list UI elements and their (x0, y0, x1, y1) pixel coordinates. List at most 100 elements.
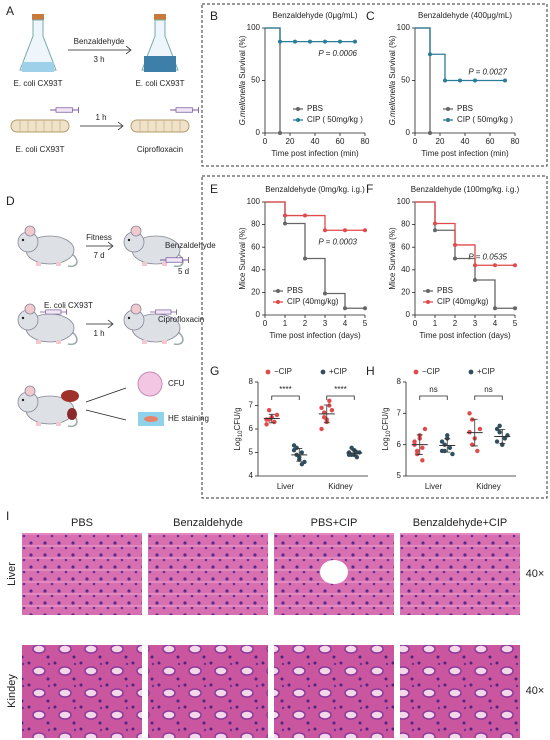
y-tick-label: 60 (401, 242, 410, 251)
panel-letter: F (366, 182, 373, 196)
y-tick-label: 5 (249, 448, 254, 457)
data-point (494, 439, 500, 444)
survival-point (473, 263, 477, 268)
data-point (272, 419, 277, 425)
data-point (266, 408, 272, 413)
x-tick-label: 40 (461, 137, 470, 146)
legend-swatch (265, 369, 271, 375)
panel-letter: C (366, 9, 375, 23)
legend-label: PBS (307, 104, 323, 113)
survival-point (283, 221, 287, 226)
data-point (319, 426, 324, 432)
y-tick-label: 100 (397, 23, 411, 32)
survival-point (513, 306, 517, 311)
p-value: P = 0.0006 (318, 49, 357, 58)
y-tick-label: 8 (249, 377, 254, 386)
survival-line (415, 27, 431, 133)
magnification: 40× (526, 568, 545, 580)
chart-title: Benzaldehyde (0μg/mL) (272, 11, 357, 20)
x-tick-label: 2 (303, 319, 308, 328)
histology-images (22, 533, 520, 738)
survival-point (323, 228, 327, 233)
legend-label: CIP ( 50mg/kg ) (457, 115, 513, 124)
survival-point (453, 242, 457, 247)
y-tick-label: 7 (249, 401, 254, 410)
legend-swatch (426, 289, 430, 293)
legend-swatch (446, 118, 450, 122)
survival-point (503, 78, 507, 83)
dashed-box (201, 3, 548, 167)
panel-letter: B (210, 9, 218, 23)
survival-point (343, 228, 347, 233)
sd-bar (296, 448, 303, 462)
y-axis-label-text: Survival (%) (238, 35, 247, 81)
data-point (412, 439, 417, 444)
row-label: Liver (6, 562, 18, 586)
sd-bar (444, 438, 451, 453)
survival-point (428, 131, 432, 135)
legend-swatch (426, 300, 430, 304)
schematic-label: 5 d (178, 267, 189, 276)
x-axis-label: Time post infection (min) (421, 149, 509, 158)
y-axis-label: Mice Survival (%) (388, 227, 397, 290)
column-label: Benzaldehyde+CIP (413, 517, 507, 529)
significance-bracket (419, 395, 448, 400)
survival-line (265, 201, 365, 231)
survival-point (473, 78, 477, 83)
x-tick-label: 80 (511, 137, 520, 146)
y-axis-label: Mice Survival (%) (238, 227, 247, 290)
legend-swatch (320, 369, 326, 375)
panel-letter: H (366, 364, 375, 378)
data-point (422, 426, 428, 432)
y-tick-label: 7 (397, 408, 402, 417)
legend-label: −CIP (422, 367, 440, 376)
y-axis-label-text: Survival (%) (388, 35, 397, 81)
sd-bar (351, 449, 358, 457)
data-point (439, 439, 445, 444)
x-tick-label: 80 (361, 137, 370, 146)
schematic-label: E. coli CX93T (136, 79, 185, 88)
data-point (346, 452, 352, 458)
y-axis-label-text: Log (233, 437, 242, 450)
y-axis-label: Log10CFU/g (233, 407, 243, 450)
data-point (294, 445, 299, 450)
x-tick-label: 1 (433, 319, 438, 328)
data-point (329, 408, 335, 413)
survival-point (453, 256, 457, 261)
survival-point (443, 78, 447, 83)
y-axis-label-italic: G.mellonella (388, 80, 397, 125)
survival-line (265, 27, 355, 43)
data-point (467, 411, 472, 416)
data-point (354, 450, 360, 455)
chart-title: Benzaldehyde (400μg/mL) (418, 11, 512, 20)
survival-point (338, 39, 342, 44)
schematic-label: HE staining (168, 414, 209, 423)
x-tick-label: 0 (413, 137, 418, 146)
x-tick-label: 1 (283, 319, 288, 328)
data-point (414, 448, 420, 454)
survival-point (493, 306, 497, 311)
x-tick-label: 3 (323, 319, 328, 328)
x-tick-label: 2 (453, 319, 458, 328)
significance-label: **** (334, 385, 346, 394)
schematic-label: 3 h (93, 55, 104, 64)
significance-bracket (271, 395, 300, 400)
x-tick-label: 60 (336, 137, 345, 146)
y-tick-label: 20 (251, 288, 260, 297)
survival-line (265, 27, 281, 133)
y-axis-label: Log10CFU/g (381, 407, 391, 450)
y-tick-label: 40 (401, 265, 410, 274)
schematic-label: Benzaldehyde (165, 241, 216, 250)
schematic-label: Ciprofloxacin (158, 315, 204, 324)
p-value: P = 0.0003 (318, 237, 357, 246)
data-point (327, 403, 332, 408)
survival-point (278, 131, 282, 135)
survival-point (278, 39, 282, 44)
survival-line (415, 27, 505, 82)
y-tick-label: 6 (397, 440, 402, 449)
y-tick-label: 0 (406, 128, 411, 137)
significance-label: ns (484, 385, 492, 394)
y-tick-label: 0 (256, 128, 261, 137)
survival-point (303, 256, 307, 261)
data-point (502, 436, 508, 441)
